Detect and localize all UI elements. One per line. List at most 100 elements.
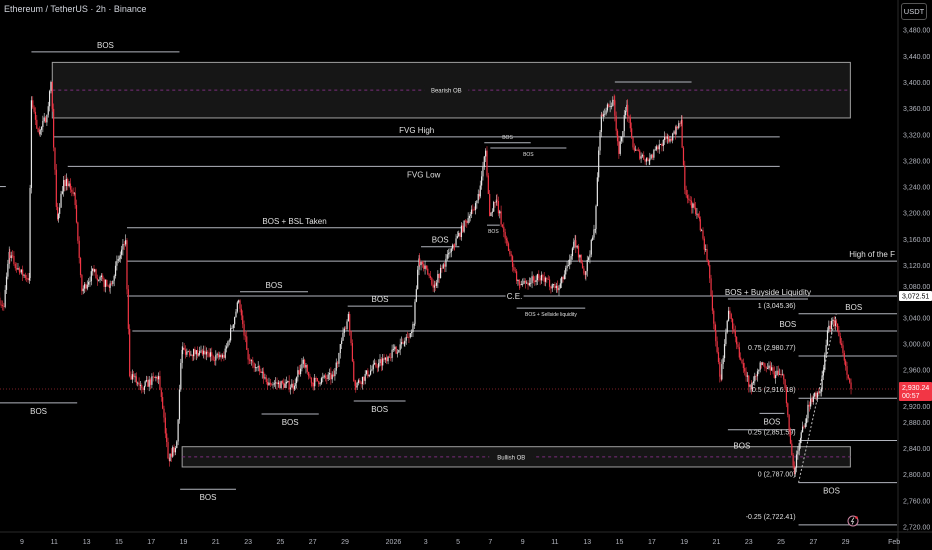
candle[interactable] [650,154,652,159]
candle[interactable] [441,267,443,269]
candle[interactable] [92,268,94,272]
candle[interactable] [628,116,630,118]
candle[interactable] [81,274,83,292]
candle[interactable] [170,453,172,457]
candle[interactable] [160,389,162,398]
candle[interactable] [524,280,526,283]
candle[interactable] [19,271,21,273]
candle[interactable] [217,353,220,358]
candle[interactable] [673,131,675,134]
candle[interactable] [42,120,44,127]
candle[interactable] [604,113,606,115]
candle[interactable] [734,330,736,337]
candle[interactable] [26,277,28,279]
candle[interactable] [696,213,698,215]
candle[interactable] [740,357,742,360]
candle[interactable] [291,383,293,388]
candle[interactable] [543,277,545,282]
candle[interactable] [468,215,471,219]
candle[interactable] [230,328,232,341]
candle[interactable] [421,262,423,265]
candle[interactable] [48,91,51,107]
candle[interactable] [599,131,601,151]
candle[interactable] [791,443,793,455]
candle[interactable] [30,100,33,188]
candle[interactable] [297,370,299,378]
candle[interactable] [699,219,701,231]
candle[interactable] [469,214,471,216]
candle[interactable] [364,374,366,381]
candle[interactable] [501,224,504,227]
candle[interactable] [112,280,114,284]
candle[interactable] [423,264,425,269]
candle[interactable] [832,319,834,321]
candle[interactable] [77,222,79,241]
candle[interactable] [192,348,195,357]
candle[interactable] [13,256,15,264]
candle[interactable] [641,155,644,157]
candle[interactable] [125,240,127,245]
candle[interactable] [367,370,369,377]
candle[interactable] [626,104,628,111]
candle[interactable] [678,123,680,129]
candle[interactable] [299,368,302,375]
candle[interactable] [527,282,529,286]
candle[interactable] [636,149,638,151]
candle[interactable] [20,269,22,273]
candle[interactable] [653,150,655,158]
candle[interactable] [574,240,576,242]
candle[interactable] [215,355,217,361]
candle[interactable] [213,360,216,361]
candle[interactable] [707,260,709,266]
candle[interactable] [295,377,298,384]
candle[interactable] [600,114,602,132]
candle[interactable] [612,99,614,107]
candle[interactable] [69,183,72,190]
candle[interactable] [725,332,727,345]
candle[interactable] [272,384,274,386]
candle[interactable] [294,383,296,386]
candle[interactable] [264,377,266,379]
candle[interactable] [131,374,133,380]
candle[interactable] [701,230,703,232]
candle[interactable] [434,284,436,286]
candle[interactable] [284,383,286,388]
candle[interactable] [147,380,149,387]
candle[interactable] [130,376,132,380]
candle[interactable] [536,274,539,281]
candle[interactable] [689,200,691,201]
candle[interactable] [717,352,720,363]
candle[interactable] [123,243,125,245]
candle[interactable] [676,126,679,129]
candle[interactable] [727,310,730,321]
candle[interactable] [818,392,820,394]
candle[interactable] [478,193,481,197]
candle[interactable] [34,111,37,120]
candle[interactable] [762,362,765,364]
candle[interactable] [261,371,263,373]
candle[interactable] [500,211,502,225]
candle[interactable] [730,314,732,320]
candle[interactable] [94,269,96,272]
candle[interactable] [341,340,343,344]
candle[interactable] [109,283,111,288]
candle[interactable] [579,254,581,258]
candle[interactable] [145,380,148,382]
candle[interactable] [565,267,567,275]
candle[interactable] [54,147,56,170]
candle[interactable] [509,250,511,255]
candle[interactable] [11,255,14,257]
candle[interactable] [686,195,689,199]
candle[interactable] [127,289,129,329]
candle[interactable] [780,373,782,376]
candle[interactable] [551,284,553,289]
candle[interactable] [487,175,489,194]
candle[interactable] [571,248,574,257]
candle[interactable] [510,254,512,257]
candle[interactable] [554,284,556,289]
candle[interactable] [27,278,29,281]
candle[interactable] [546,277,548,280]
candle[interactable] [310,377,312,383]
candle[interactable] [548,279,551,287]
